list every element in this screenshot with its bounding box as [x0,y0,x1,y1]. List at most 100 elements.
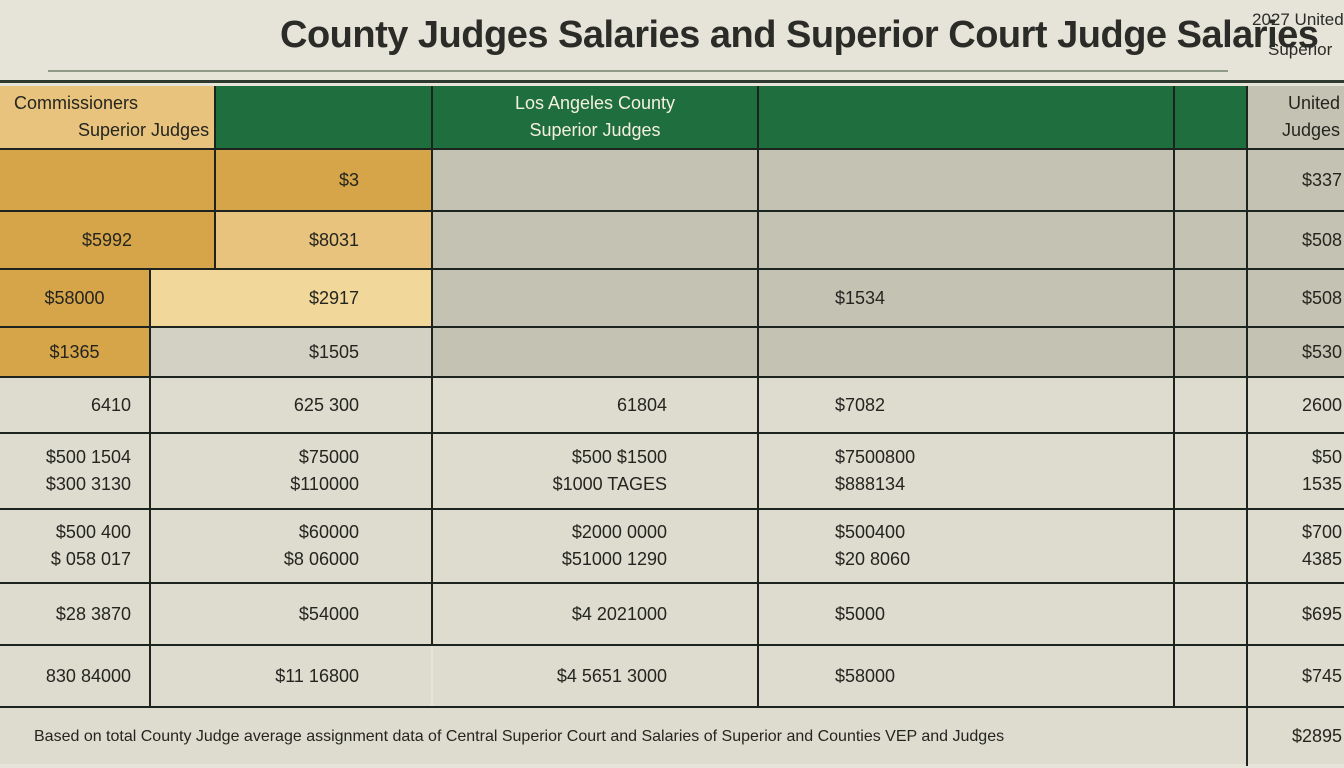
row-9-united-line: $745 [1301,665,1342,686]
row-2-united: $508 [1248,212,1344,268]
header-united-judges-line: United [1287,93,1340,113]
row-3-spacer [1175,270,1246,326]
row-1-superior-line: $3 [338,169,359,190]
row-2-commissioners-line: $5992 [81,229,133,250]
header-commissioners-line: Commissioners [14,93,139,113]
row-4-superior-line: $1505 [308,341,359,362]
row-3-county: $1534 [759,270,1173,326]
row-1-spacer [1175,150,1246,210]
row-8-commissioners-line: $28 3870 [55,603,131,624]
row-2-los-angeles [433,212,757,268]
row-6-united-line: $50 [1311,447,1342,467]
footnote-line: Based on total County Judge average assi… [34,727,1005,745]
row-1-county [759,150,1173,210]
row-6-commissioners: $500 1504 $300 3130 [0,434,149,508]
header-united-judges: United Judges [1248,86,1344,148]
row-9-superior-line: $11 16800 [275,665,359,686]
row-divider [0,508,1344,510]
row-5-superior: 625 300 [151,378,431,432]
row-9-commissioners-line: 830 84000 [45,665,131,686]
col-divider [1173,86,1175,706]
row-4-commissioners-line: $1365 [49,341,100,362]
row-5-los-angeles: 61804 [433,378,757,432]
row-7-united-line: 4385 [1301,549,1342,569]
row-divider [0,148,1344,150]
header-col4 [759,86,1173,148]
header-united-judges-line: Judges [1281,120,1340,140]
row-7-superior-line: $8 06000 [283,549,359,569]
row-5-county-line: $7082 [835,394,886,415]
col-divider [1246,86,1248,766]
page-title: County Judges Salaries and Superior Cour… [280,14,1319,56]
row-8-commissioners: $28 3870 [0,584,149,644]
row-2-united-line: $508 [1301,229,1342,250]
row-2-county [759,212,1173,268]
row-8-los-angeles-line: $4 2021000 [571,603,667,624]
row-7-commissioners-line: $ 058 017 [50,549,131,569]
row-5-spacer [1175,378,1246,432]
row-3-commissioners-line: $58000 [44,287,105,308]
header-col5 [1175,86,1246,148]
header-commissioners-line: Superior Judges [78,120,210,140]
row-6-united: $50 1535 [1248,434,1344,508]
header-col2 [216,86,431,148]
row-4-united: $530 [1248,328,1344,376]
col-divider [214,86,216,270]
row-4-spacer [1175,328,1246,376]
row-7-commissioners: $500 400 $ 058 017 [0,510,149,582]
row-7-los-angeles: $2000 0000 $51000 1290 [433,510,757,582]
row-divider [0,210,1344,212]
row-7-united: $700 4385 [1248,510,1344,582]
header-los-angeles-line: Los Angeles County [514,93,676,113]
row-6-united-line: 1535 [1301,474,1342,494]
row-7-superior: $60000 $8 06000 [151,510,431,582]
row-3-commissioners: $58000 [0,270,149,326]
row-3-superior-line: $2917 [308,287,359,308]
corner-heading: 2027 United Superior [1252,10,1344,60]
row-7-county-line: $500400 [835,522,906,542]
row-8-superior-line: $54000 [298,603,359,624]
row-6-county-line: $888134 [835,474,906,494]
row-6-county-line: $7500800 [835,447,916,467]
row-9-los-angeles: $4 5651 3000 [433,646,757,706]
row-2-commissioners: $5992 [0,212,214,268]
row-8-spacer [1175,584,1246,644]
row-6-superior-line: $110000 [290,474,359,494]
row-4-commissioners: $1365 [0,328,149,376]
row-8-superior: $54000 [151,584,431,644]
row-divider [0,326,1344,328]
row-6-superior-line: $75000 [298,447,359,467]
header-commissioners: Commissioners Superior Judges [0,86,214,148]
title-underline [48,70,1228,72]
row-5-commissioners-line: 6410 [90,394,131,415]
row-7-county-line: $20 8060 [835,549,911,569]
row-9-county-line: $58000 [835,665,896,686]
row-divider [0,432,1344,434]
row-7-united-line: $700 [1301,522,1342,542]
col-divider [149,270,151,708]
row-9-county: $58000 [759,646,1173,706]
row-3-los-angeles [433,270,757,326]
row-6-spacer [1175,434,1246,508]
row-divider [0,644,1344,646]
row-6-los-angeles-line: $1000 TAGES [552,474,667,494]
row-6-county: $7500800 $888134 [759,434,1173,508]
row-6-superior: $75000 $110000 [151,434,431,508]
row-5-superior-line: 625 300 [293,394,359,415]
row-6-commissioners-line: $300 3130 [45,474,131,494]
row-7-los-angeles-line: $51000 1290 [561,549,667,569]
row-1-commissioners [0,150,214,210]
row-6-los-angeles-line: $500 $1500 [571,447,667,467]
row-1-united: $337 [1248,150,1344,210]
table-top-rule [0,80,1344,83]
row-divider [0,268,1344,270]
footnote: Based on total County Judge average assi… [0,708,1246,764]
row-5-united-line: 2600 [1301,394,1342,415]
row-9-los-angeles-line: $4 5651 3000 [556,665,667,686]
row-8-united: $695 [1248,584,1344,644]
row-4-united-line: $530 [1301,341,1342,362]
row-2-superior: $8031 [216,212,431,268]
row-5-county: $7082 [759,378,1173,432]
row-2-superior-line: $8031 [308,229,359,250]
row-9-spacer [1175,646,1246,706]
